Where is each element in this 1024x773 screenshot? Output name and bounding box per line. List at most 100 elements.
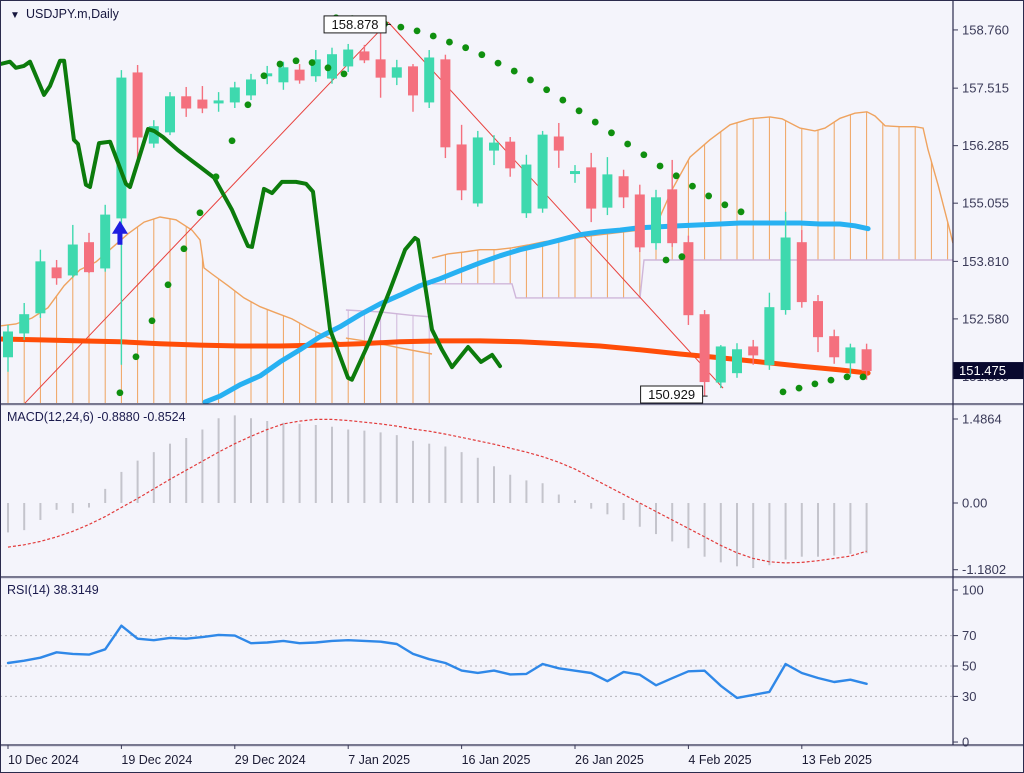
- ma-blue-line: [202, 220, 871, 405]
- rsi-indicator-label: RSI(14) 38.3149: [7, 583, 99, 597]
- psar-dot: [779, 388, 787, 396]
- candle-body: [359, 51, 370, 61]
- candle-body: [780, 237, 791, 311]
- time-axis-label[interactable]: 16 Jan 2025: [462, 753, 531, 767]
- candles-series: [3, 24, 872, 397]
- psar-dot: [340, 70, 348, 78]
- cloud-span-border: [432, 259, 953, 299]
- psar-dot: [624, 140, 632, 148]
- psar-dot: [827, 376, 835, 384]
- candle-body: [505, 141, 516, 169]
- macd-axis-label: 1.4864: [962, 411, 1002, 426]
- cloud-span-border: [431, 111, 954, 259]
- candle-body: [213, 100, 224, 104]
- psar-dot: [276, 60, 284, 68]
- candle-body: [310, 59, 321, 77]
- candle-body: [813, 301, 823, 338]
- psar-dot: [462, 44, 470, 52]
- psar-dot: [575, 107, 583, 115]
- price-axis-label: 156.285: [962, 138, 1009, 153]
- candle-body: [651, 197, 661, 244]
- psar-dot: [244, 101, 252, 109]
- candle-body: [829, 336, 840, 358]
- psar-dot: [672, 172, 680, 180]
- candle-body: [570, 171, 580, 175]
- psar-dot: [212, 173, 220, 181]
- candle-body: [456, 144, 467, 191]
- price-axis-label: 153.810: [962, 254, 1009, 269]
- psar-dot: [397, 23, 405, 31]
- candle-body: [424, 57, 435, 103]
- macd-axis-label: 0.00: [962, 496, 987, 511]
- psar-dot: [591, 118, 599, 126]
- candle-body: [408, 66, 418, 96]
- candle-body: [294, 69, 305, 81]
- psar-dot: [164, 281, 172, 289]
- psar-dot: [429, 32, 437, 40]
- candle-body: [537, 134, 548, 209]
- candle-body: [861, 349, 872, 372]
- candle-body: [181, 96, 192, 109]
- psar-dot: [510, 67, 518, 75]
- candle-body: [132, 72, 143, 138]
- time-axis-label[interactable]: 19 Dec 2024: [121, 753, 192, 767]
- time-axis-label[interactable]: 29 Dec 2024: [235, 753, 306, 767]
- price-flag-box: [323, 15, 387, 34]
- macd-axis-label: -1.1802: [962, 562, 1006, 577]
- psar-dot: [843, 373, 851, 381]
- candle-body: [19, 314, 30, 334]
- psar-dot: [656, 162, 664, 170]
- rsi-line: [6, 624, 868, 700]
- time-axis-label[interactable]: 4 Feb 2025: [688, 753, 751, 767]
- candle-body: [440, 59, 451, 148]
- time-axis-label[interactable]: 7 Jan 2025: [348, 753, 410, 767]
- psar-dot: [324, 64, 332, 72]
- candle-body: [197, 99, 208, 109]
- psar-dot: [148, 317, 156, 325]
- candle-body: [699, 314, 710, 383]
- candle-body: [764, 307, 775, 366]
- psar-dot: [662, 256, 670, 264]
- price-flag-label: 150.929: [648, 387, 695, 402]
- candle-body: [67, 244, 78, 276]
- symbol-bar: ▼ USDJPY.m,Daily: [10, 7, 120, 21]
- candle-body: [521, 164, 532, 214]
- psar-dot: [292, 57, 300, 65]
- psar-dot: [527, 76, 534, 84]
- collapse-triangle-icon[interactable]: ▼: [10, 10, 20, 21]
- symbol-label: USDJPY.m,Daily: [26, 7, 120, 21]
- candle-body: [748, 346, 759, 356]
- candle-body: [845, 347, 856, 364]
- psar-dot: [811, 380, 819, 388]
- psar-dot: [689, 182, 696, 190]
- psar-dot: [228, 137, 236, 145]
- candle-body: [472, 137, 483, 204]
- psar-dot: [795, 384, 803, 392]
- price-flag-label: 158.878: [332, 17, 379, 32]
- cloud-span-border: [0, 216, 347, 347]
- candle-body: [667, 189, 678, 244]
- candle-body: [246, 79, 256, 96]
- macd-signal-line: [7, 418, 867, 564]
- psar-dot: [859, 373, 867, 381]
- candle-body: [100, 214, 111, 269]
- psar-dot: [494, 59, 502, 67]
- candle-body: [683, 242, 694, 316]
- time-axis-label[interactable]: 26 Jan 2025: [575, 753, 644, 767]
- rsi-axis-label: 100: [962, 583, 984, 598]
- time-axis-label[interactable]: 13 Feb 2025: [802, 753, 872, 767]
- candle-body: [489, 142, 499, 151]
- candle-body: [3, 331, 13, 358]
- rsi-axis-label: 0: [962, 735, 969, 750]
- ichimoku-cloud: [0, 111, 954, 403]
- psar-dot: [196, 209, 204, 217]
- current-price-tag: [953, 362, 1024, 380]
- time-axis-label[interactable]: 10 Dec 2024: [8, 753, 79, 767]
- price-axis-label: 152.580: [962, 311, 1009, 326]
- candle-body: [553, 136, 564, 151]
- psar-dot: [721, 201, 729, 209]
- candle-body: [343, 49, 354, 67]
- psar-dot: [478, 51, 486, 59]
- candle-body: [391, 67, 402, 78]
